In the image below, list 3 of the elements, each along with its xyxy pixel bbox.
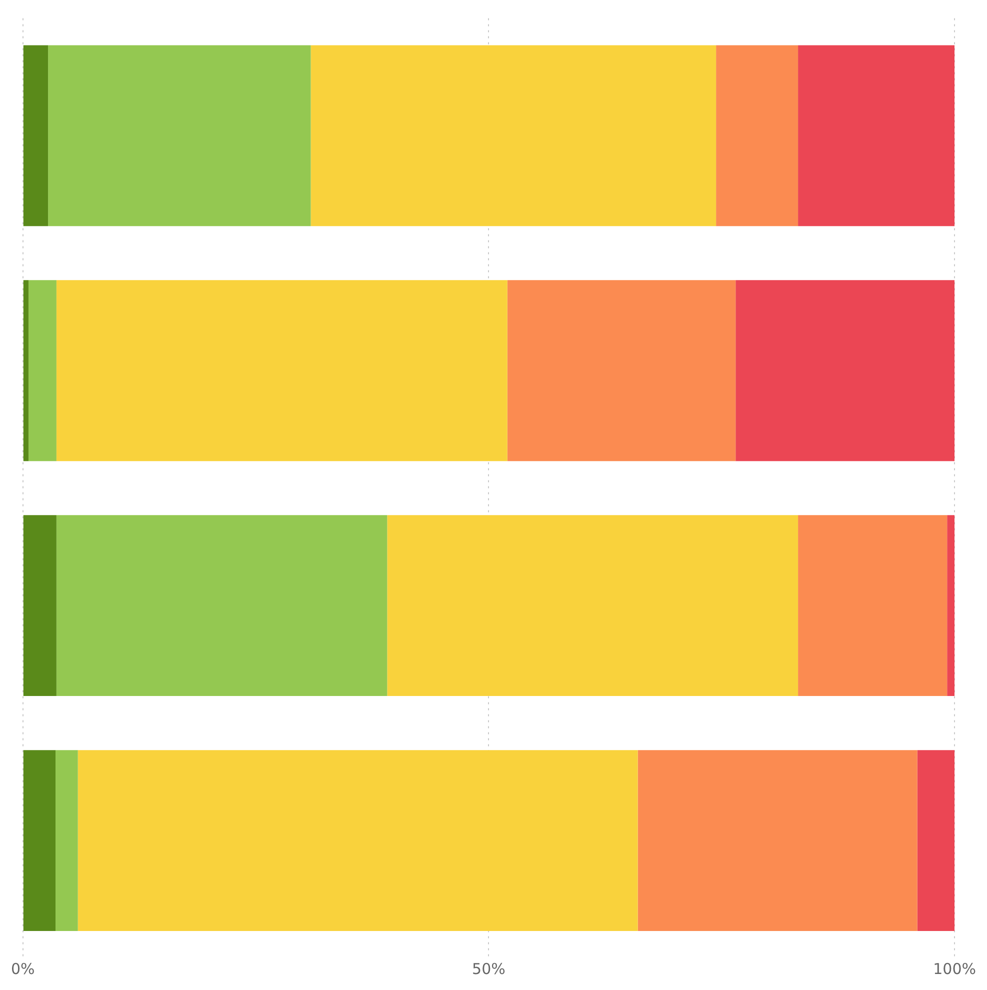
x-tick-label: 100%	[933, 960, 976, 978]
x-tick-label: 50%	[472, 960, 506, 978]
x-tick-label: 0%	[11, 960, 35, 978]
